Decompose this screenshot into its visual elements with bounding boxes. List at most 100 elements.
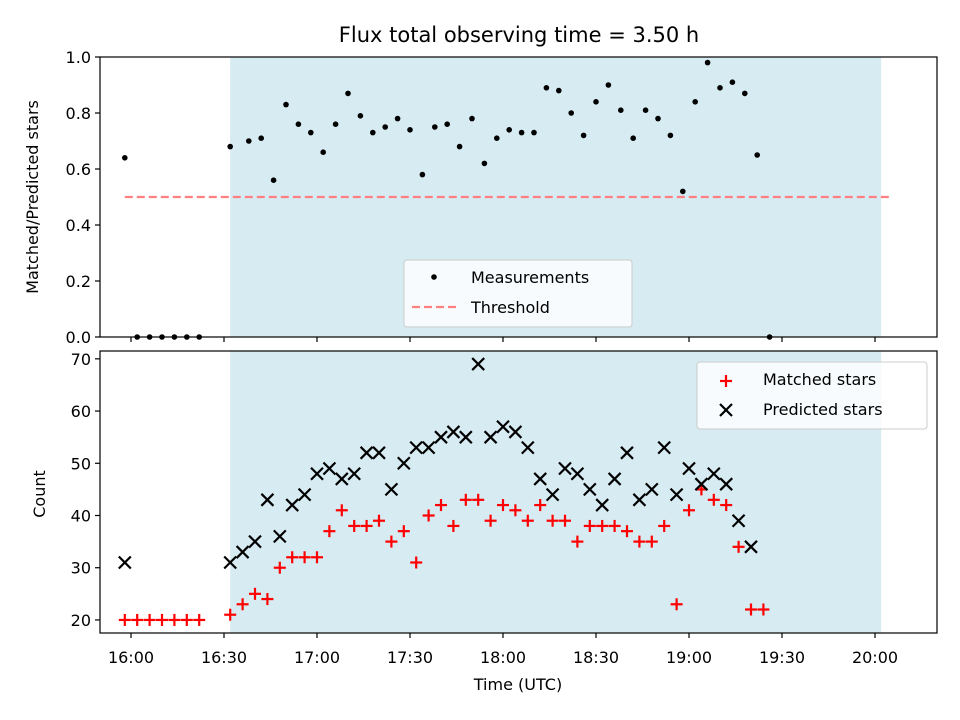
predicted-star-point	[744, 540, 758, 554]
predicted-star-point	[335, 472, 349, 486]
top-legend: Measurements Threshold	[403, 259, 633, 328]
predicted-star-point	[521, 440, 535, 455]
bottom-y-tick-label: 50	[71, 454, 91, 473]
predicted-points-layer	[118, 357, 758, 570]
measurement-points-layer	[122, 59, 773, 340]
bottom-y-axis-label: Count	[30, 470, 49, 518]
predicted-star-point	[260, 493, 275, 507]
measurement-point	[407, 127, 413, 133]
matched-star-point	[484, 514, 497, 527]
matched-star-point	[373, 514, 385, 527]
bottom-axes-frame	[99, 350, 938, 634]
measurement-point	[432, 124, 438, 130]
predicted-star-point	[669, 487, 684, 502]
matched-star-point	[707, 493, 720, 506]
matched-star-point	[559, 514, 571, 527]
bottom-x-ticks: 16:00 16:30 17:00 17:30 18:00 18:30 19:00 19:30…	[108, 633, 898, 667]
matched-star-point	[521, 514, 534, 527]
measurement-point	[717, 85, 723, 91]
predicted-star-point	[545, 487, 560, 502]
matched-star-point	[335, 504, 348, 517]
bottom-y-tick-label: 70	[71, 350, 91, 369]
matched-star-point	[509, 504, 522, 517]
matched-star-point	[658, 519, 671, 532]
top-panel: 0.0 0.2 0.4 0.6 0.8 1.0 Matched/Predicted sta…	[23, 48, 938, 347]
predicted-star-point	[570, 466, 585, 481]
top-y-tick-label: 0.0	[66, 328, 91, 347]
top-axes-frame	[99, 56, 938, 338]
measurement-point	[258, 135, 265, 141]
measurement-point	[556, 87, 562, 94]
matched-star-point	[583, 519, 596, 532]
measurement-point	[469, 115, 475, 122]
x-tick-label: 17:30	[387, 648, 433, 667]
matched-star-point	[385, 535, 398, 548]
x-tick-label: 20:00	[852, 648, 898, 667]
measurement-point	[680, 188, 686, 195]
predicted-star-point	[322, 461, 337, 476]
predicted-star-point	[384, 482, 399, 497]
measurement-point	[742, 90, 748, 97]
measurement-point	[382, 124, 389, 130]
measurement-point	[543, 85, 550, 91]
matched-star-point	[645, 535, 658, 548]
measurement-point	[270, 177, 277, 183]
measurement-point	[320, 149, 327, 155]
legend-predicted-label: Predicted stars	[763, 400, 883, 419]
bottom-y-tick-label: 60	[71, 402, 91, 421]
matched-star-point	[193, 613, 206, 626]
predicted-star-point	[533, 472, 547, 486]
legend-predicted-marker	[719, 403, 733, 417]
measurement-point	[531, 129, 537, 136]
bottom-legend-box	[696, 361, 928, 430]
matched-star-point	[360, 519, 373, 532]
top-y-tick-label: 1.0	[66, 48, 91, 67]
measurement-point	[444, 121, 451, 127]
predicted-star-point	[118, 555, 132, 570]
measurement-point	[506, 127, 512, 133]
measurement-point	[704, 59, 711, 66]
matched-star-point	[472, 493, 485, 506]
x-tick-label: 16:30	[201, 648, 247, 667]
bottom-y-ticks: 20 30 40 50 60 70	[71, 350, 100, 630]
matched-star-point	[224, 608, 237, 621]
measurement-point	[357, 113, 364, 119]
matched-star-point	[422, 509, 435, 522]
predicted-star-point	[359, 446, 374, 460]
legend-measurements-marker	[431, 274, 437, 280]
measurement-point	[593, 99, 599, 105]
measurement-point	[518, 129, 525, 136]
predicted-star-point	[459, 430, 473, 444]
matched-star-point	[497, 499, 509, 512]
predicted-star-point	[620, 446, 634, 460]
measurement-point	[246, 138, 252, 144]
top-y-tick-label: 0.4	[66, 216, 91, 235]
measurement-point	[419, 171, 426, 178]
chart-title: Flux total observing time = 3.50 h	[339, 23, 699, 47]
matched-star-point	[156, 613, 168, 626]
bottom-y-tick-label: 40	[71, 507, 91, 526]
bottom-panel: 20 30 40 50 60 70 16:00 16:30 17:00 17:30 18:00 18…	[30, 350, 938, 694]
matched-star-point	[348, 519, 361, 532]
predicted-star-point	[496, 419, 510, 434]
predicted-star-point	[583, 482, 597, 497]
matched-star-point	[131, 613, 144, 626]
bottom-y-tick-label: 20	[71, 611, 91, 630]
measurement-point	[618, 107, 624, 113]
legend-matched-marker	[720, 375, 732, 387]
predicted-star-point	[632, 493, 647, 507]
measurement-point	[345, 90, 351, 97]
predicted-star-point	[397, 456, 411, 471]
top-y-tick-label: 0.8	[66, 104, 91, 123]
bottom-legend: Matched stars Predicted stars	[696, 361, 928, 430]
top-y-ticks: 0.0 0.2 0.4 0.6 0.8 1.0	[66, 48, 100, 347]
matched-star-point	[757, 603, 770, 616]
x-tick-label: 18:30	[573, 648, 619, 667]
matched-star-point	[397, 525, 410, 538]
measurement-point	[370, 129, 376, 136]
matched-star-point	[143, 613, 156, 626]
top-legend-box	[403, 259, 633, 328]
matched-star-point	[732, 540, 745, 553]
matched-star-point	[273, 561, 286, 574]
